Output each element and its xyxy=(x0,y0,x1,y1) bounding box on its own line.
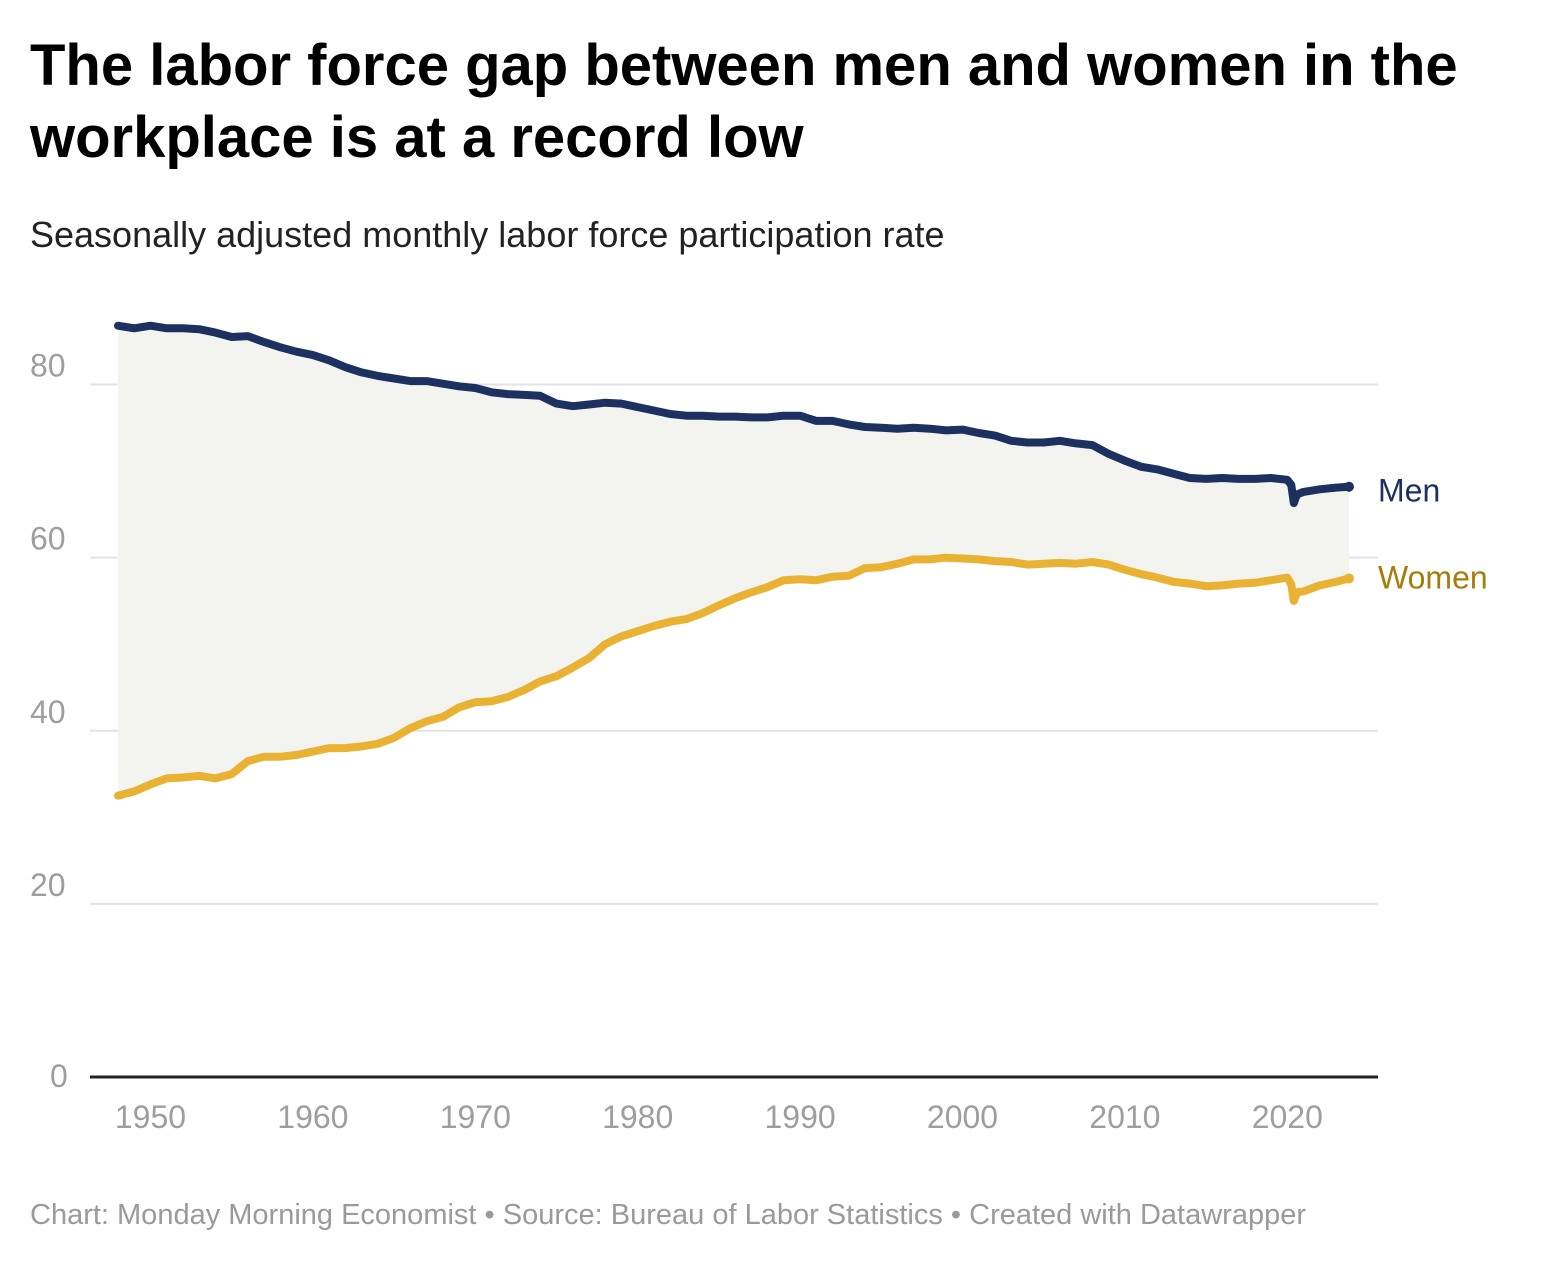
men-series-end-point xyxy=(1344,481,1354,492)
series-lines xyxy=(114,321,1354,800)
series-labels: Men Women xyxy=(1378,473,1488,596)
chart-source: Source: Bureau of Labor Statistics xyxy=(502,1199,943,1231)
gap-area-fill xyxy=(118,325,1349,796)
x-tick-label: 2010 xyxy=(1089,1099,1160,1135)
x-tick-label: 1990 xyxy=(764,1099,835,1135)
x-tick-label: 1960 xyxy=(277,1099,348,1135)
series-label-men: Men xyxy=(1378,473,1440,509)
footer-separator: • xyxy=(484,1199,495,1231)
series-label-women: Women xyxy=(1378,559,1488,595)
y-tick-label: 60 xyxy=(30,521,66,557)
x-axis-ticks: 1950 1960 1970 1980 1990 2000 2010 2020 xyxy=(115,1099,1323,1135)
x-tick-label: 1950 xyxy=(115,1099,186,1135)
chart-title: The labor force gap between men and wome… xyxy=(30,33,1458,170)
x-tick-label: 1970 xyxy=(440,1099,511,1135)
y-tick-label: 20 xyxy=(30,867,66,903)
x-tick-label: 2020 xyxy=(1252,1099,1323,1135)
women-series-line xyxy=(114,553,1353,800)
x-tick-label: 1980 xyxy=(602,1099,673,1135)
chart-footer: Chart: Monday Morning Economist • Source… xyxy=(30,1195,1306,1235)
y-tick-label: 0 xyxy=(50,1058,68,1094)
men-series-line xyxy=(114,321,1353,508)
chart-tool-credit: Created with Datawrapper xyxy=(969,1199,1307,1231)
x-tick-label: 2000 xyxy=(927,1099,998,1135)
footer-separator: • xyxy=(950,1199,962,1231)
chart-subtitle: Seasonally adjusted monthly labor force … xyxy=(30,214,945,255)
line-chart: 0 20 40 60 80 1950 1960 1970 1980 1990 2000 2010 20… xyxy=(30,321,1488,1135)
chart-credit: Chart: Monday Morning Economist xyxy=(30,1199,477,1231)
y-tick-label: 80 xyxy=(30,348,66,384)
women-series-end-point xyxy=(1344,573,1354,584)
y-tick-label: 40 xyxy=(30,694,66,730)
